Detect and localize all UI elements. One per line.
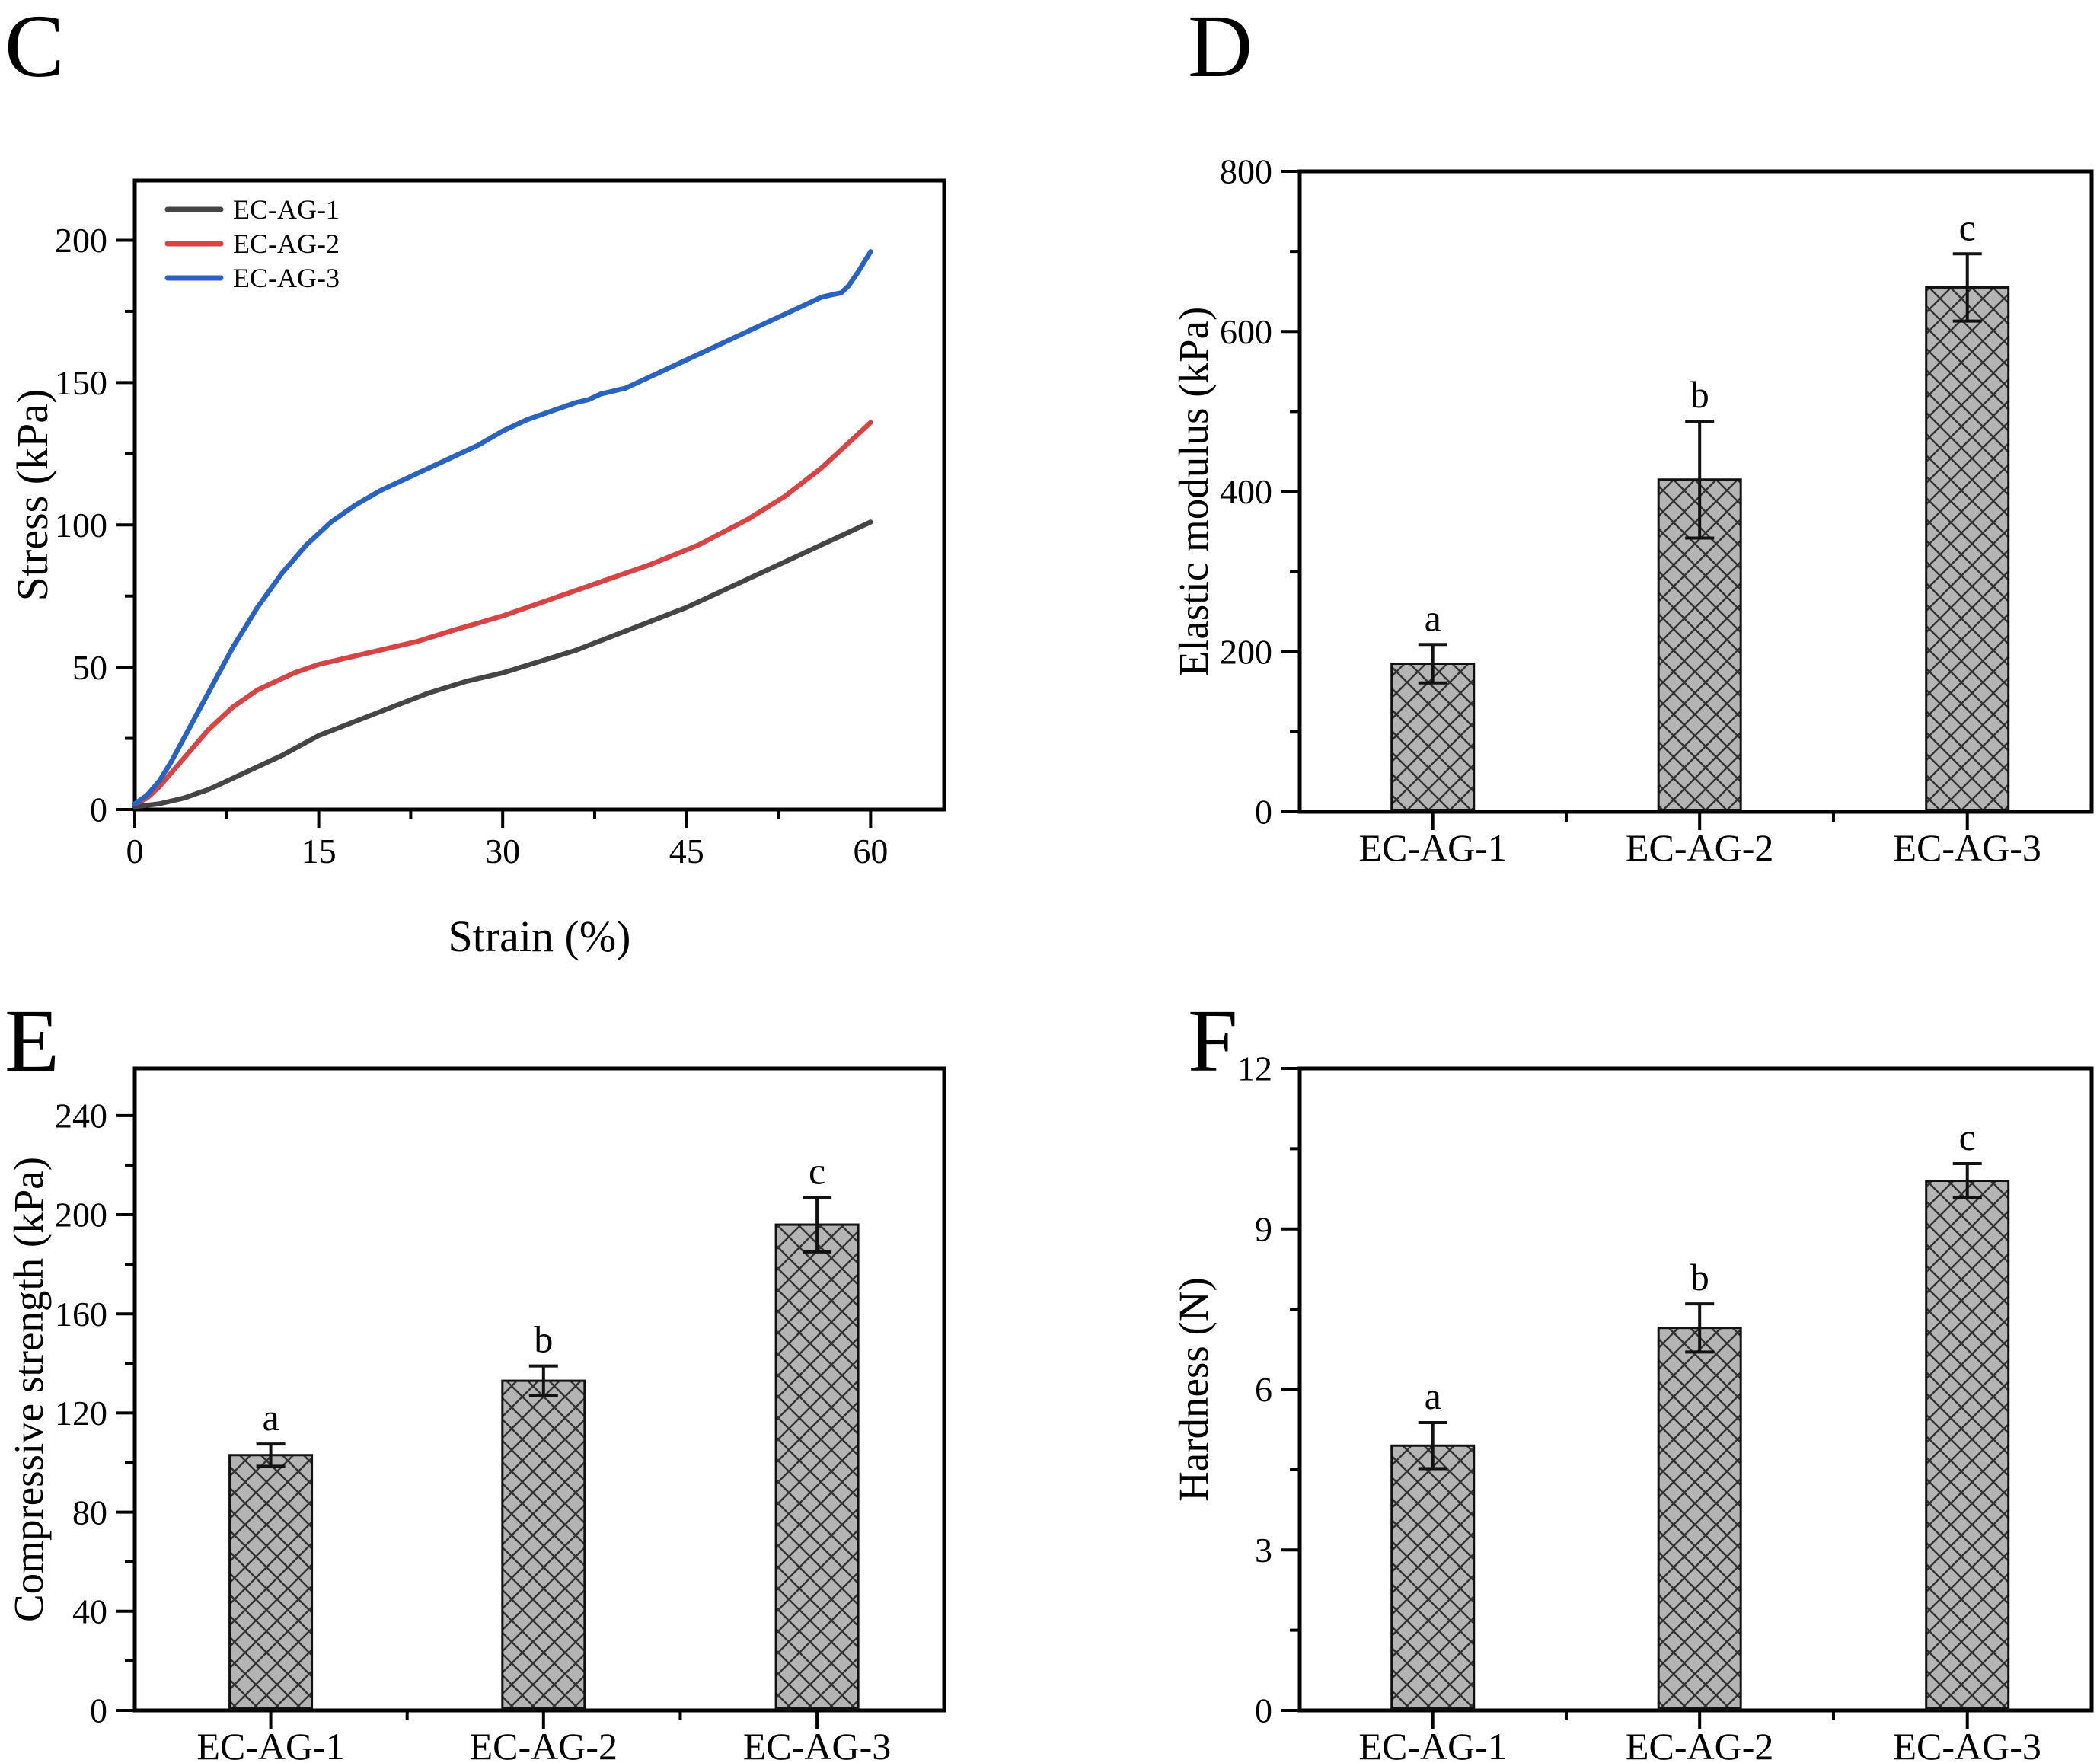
y-tick-label: 400 (1220, 472, 1272, 511)
y-axis-title: Compressive strength (kPa) (5, 1157, 52, 1622)
axis-frame (132, 1066, 946, 1713)
x-tick-label: 15 (302, 832, 337, 870)
y-tick-label: 100 (55, 506, 107, 545)
category-label: EC-AG-3 (743, 1725, 891, 1763)
sig-letter-c: c (1959, 206, 1976, 248)
y-axis-title: Hardness (N) (1170, 1277, 1217, 1502)
sig-letter-b: b (1690, 1256, 1709, 1298)
y-tick-label: 6 (1255, 1370, 1272, 1409)
category-label: EC-AG-2 (1626, 826, 1773, 869)
y-tick-label: 800 (1220, 152, 1272, 191)
y-tick-label: 0 (90, 790, 107, 829)
bar-EC-AG-1 (228, 1454, 314, 1710)
y-tick-label: 200 (55, 221, 107, 260)
category-label: EC-AG-3 (1894, 1725, 2041, 1763)
category-label: EC-AG-3 (1894, 826, 2041, 869)
x-tick-label: 60 (853, 832, 888, 870)
series-line-EC-AG-1 (132, 519, 873, 810)
axis-frame (132, 178, 946, 812)
sig-letter-b: b (534, 1318, 553, 1361)
bar-EC-AG-2 (501, 1379, 586, 1710)
y-tick-label: 0 (1255, 1691, 1272, 1730)
bar-EC-AG-1 (1390, 663, 1476, 811)
y-tick-label: 160 (55, 1295, 107, 1333)
y-axis-title: Elastic modulus (kPa) (1170, 307, 1217, 677)
y-axis-title: Stress (kPa) (8, 389, 57, 602)
panel-c-letter: C (5, 0, 65, 96)
sig-letter-a: a (1425, 596, 1441, 639)
y-tick-label: 600 (1220, 312, 1272, 351)
x-tick-label: 0 (126, 832, 144, 870)
bar-EC-AG-1 (1390, 1444, 1476, 1710)
series-line-EC-AG-3 (132, 249, 873, 806)
bar-EC-AG-3 (1925, 286, 2010, 811)
y-tick-label: 9 (1255, 1209, 1272, 1248)
y-tick-label: 12 (1237, 1049, 1272, 1088)
y-tick-label: 40 (72, 1592, 107, 1630)
legend-label-EC-AG-3: EC-AG-3 (233, 263, 340, 293)
category-label: EC-AG-2 (470, 1725, 618, 1763)
panel-f-letter: F (1188, 991, 1238, 1091)
bar-EC-AG-3 (1925, 1180, 2010, 1710)
x-tick-label: 30 (485, 832, 520, 870)
x-axis-title: Strain (%) (448, 912, 631, 961)
x-tick-label: 45 (669, 832, 704, 870)
sig-letter-c: c (1959, 1116, 1976, 1158)
panel-e-letter: E (5, 991, 60, 1091)
y-tick-label: 0 (1255, 793, 1272, 832)
sig-letter-c: c (809, 1149, 825, 1192)
category-label: EC-AG-1 (1359, 1725, 1507, 1763)
y-tick-label: 50 (72, 648, 107, 687)
y-tick-label: 80 (72, 1493, 107, 1531)
sig-letter-a: a (1425, 1375, 1441, 1417)
y-tick-label: 240 (55, 1096, 107, 1135)
legend-label-EC-AG-2: EC-AG-2 (233, 228, 340, 259)
bar-EC-AG-3 (774, 1223, 860, 1710)
legend-label-EC-AG-1: EC-AG-1 (233, 194, 340, 225)
y-tick-label: 200 (55, 1196, 107, 1234)
series-line-EC-AG-2 (132, 420, 873, 806)
y-tick-label: 120 (55, 1394, 107, 1432)
y-tick-label: 3 (1255, 1531, 1272, 1570)
y-tick-label: 150 (55, 363, 107, 402)
y-tick-label: 200 (1220, 632, 1272, 671)
sig-letter-a: a (262, 1396, 279, 1439)
y-tick-label: 0 (90, 1691, 107, 1730)
sig-letter-b: b (1690, 373, 1709, 416)
bar-EC-AG-2 (1657, 1327, 1742, 1710)
category-label: EC-AG-2 (1626, 1725, 1773, 1763)
category-label: EC-AG-1 (1359, 826, 1507, 869)
category-label: EC-AG-1 (196, 1725, 344, 1763)
panel-d-letter: D (1188, 0, 1253, 96)
